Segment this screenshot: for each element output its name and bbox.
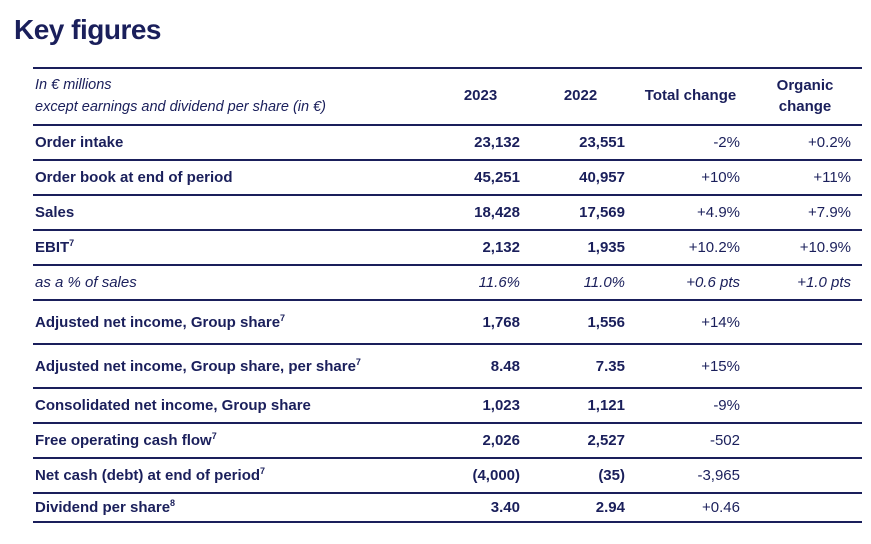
footnote-marker: 7 (260, 466, 266, 476)
value-2022: 1,556 (587, 313, 625, 331)
value-organic-change (748, 423, 862, 458)
value-organic-change (748, 388, 862, 423)
key-figures-table-container: In € millions except earnings and divide… (33, 67, 862, 523)
value-total-change: +15% (701, 357, 740, 375)
row-label: as a % of sales (35, 274, 137, 291)
table-row-net-cash-debt: Net cash (debt) at end of period7 (4,000… (33, 458, 862, 493)
value-2022: (35) (598, 467, 625, 484)
column-header-total-change: Total change (644, 87, 737, 105)
value-total-change: +0.6 pts (686, 274, 740, 291)
unit-note-line2: except earnings and dividend per share (… (35, 98, 326, 115)
value-2023: 3.40 (490, 499, 520, 516)
value-organic-change (748, 458, 862, 493)
table-row-ebit: EBIT7 2,132 1,935 +10.2% +10.9% (33, 230, 862, 265)
footnote-marker: 7 (211, 431, 217, 441)
value-2022: 17,569 (579, 204, 625, 221)
value-organic-change (748, 493, 862, 522)
value-2023: 18,428 (474, 204, 520, 221)
table-row-order-book: Order book at end of period 45,251 40,95… (33, 160, 862, 195)
table-row-order-intake: Order intake 23,132 23,551 -2% +0.2% (33, 125, 862, 160)
value-2023: 23,132 (474, 134, 520, 151)
value-2023: (4,000) (472, 467, 520, 484)
key-figures-table: In € millions except earnings and divide… (33, 67, 862, 523)
row-label: Order intake (35, 134, 124, 151)
row-label: Order book at end of period (35, 169, 233, 186)
column-header-2023: 2023 (463, 87, 498, 105)
value-2022: 2.94 (595, 499, 625, 516)
table-row-consolidated-net-income: Consolidated net income, Group share 1,0… (33, 388, 862, 423)
row-label: Adjusted net income, Group share, per sh… (35, 356, 361, 375)
value-organic-change: +1.0 pts (797, 274, 851, 291)
value-2023: 1,023 (482, 397, 520, 414)
table-row-adjusted-net-income: Adjusted net income, Group share7 1,768 … (33, 300, 862, 344)
value-organic-change: +7.9% (808, 204, 851, 221)
footnote-marker: 8 (170, 498, 176, 508)
value-2022: 23,551 (579, 134, 625, 151)
table-header-row: In € millions except earnings and divide… (33, 68, 862, 125)
value-total-change: -3,965 (697, 467, 740, 484)
value-total-change: -502 (709, 432, 740, 449)
row-label: Free operating cash flow7 (35, 431, 217, 450)
value-2023: 2,132 (482, 239, 520, 256)
footnote-marker: 7 (355, 356, 361, 367)
value-total-change: +0.46 (702, 499, 740, 516)
table-row-sales: Sales 18,428 17,569 +4.9% +7.9% (33, 195, 862, 230)
footnote-marker: 7 (69, 238, 75, 248)
table-row-adjusted-net-income-per-share: Adjusted net income, Group share, per sh… (33, 344, 862, 388)
value-organic-change (748, 300, 862, 344)
value-total-change: +10% (701, 169, 740, 186)
value-2022: 40,957 (579, 169, 625, 186)
value-organic-change: +11% (813, 169, 851, 186)
table-row-free-operating-cash-flow: Free operating cash flow7 2,026 2,527 -5… (33, 423, 862, 458)
row-label: Consolidated net income, Group share (35, 397, 311, 414)
column-header-organic-change: Organic change (776, 77, 834, 115)
value-2022: 7.35 (595, 357, 625, 375)
row-label: Net cash (debt) at end of period7 (35, 466, 266, 485)
row-label: Sales (35, 204, 75, 221)
page-title: Key figures (14, 14, 162, 45)
value-2023: 45,251 (474, 169, 520, 186)
row-label: Dividend per share8 (35, 498, 176, 517)
value-total-change: -9% (713, 397, 740, 414)
value-2023: 8.48 (490, 357, 520, 375)
row-label: EBIT7 (35, 238, 75, 257)
value-2023: 1,768 (482, 313, 520, 331)
value-2023: 11.6% (478, 274, 520, 291)
value-2022: 1,121 (587, 397, 625, 414)
table-unit-note: In € millions except earnings and divide… (33, 68, 433, 125)
value-total-change: +4.9% (697, 204, 740, 221)
column-header-2022: 2022 (563, 87, 598, 105)
value-organic-change: +10.9% (799, 239, 851, 256)
table-row-percent-of-sales: as a % of sales 11.6% 11.0% +0.6 pts +1.… (33, 265, 862, 300)
value-2022: 11.0% (583, 274, 625, 291)
value-2023: 2,026 (482, 432, 520, 449)
value-total-change: +14% (701, 313, 740, 331)
table-row-dividend-per-share: Dividend per share8 3.40 2.94 +0.46 (33, 493, 862, 522)
footnote-marker: 7 (280, 312, 286, 323)
unit-note-line1: In € millions (35, 76, 112, 93)
value-organic-change (748, 344, 862, 388)
value-total-change: -2% (713, 134, 740, 151)
value-2022: 2,527 (587, 432, 625, 449)
value-organic-change: +0.2% (808, 134, 851, 151)
row-label: Adjusted net income, Group share7 (35, 312, 286, 331)
value-2022: 1,935 (587, 239, 625, 256)
value-total-change: +10.2% (688, 239, 740, 256)
